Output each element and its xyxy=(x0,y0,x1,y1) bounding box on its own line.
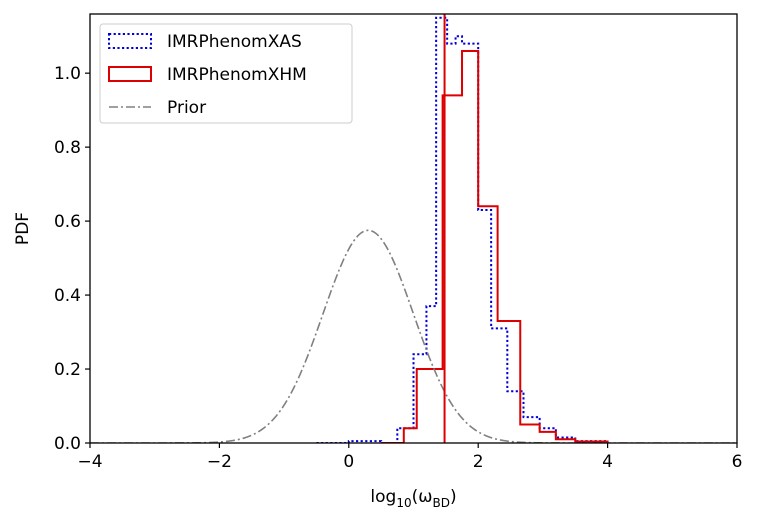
y-axis-label: PDF xyxy=(13,212,33,245)
x-tick-label: 2 xyxy=(473,452,484,472)
y-axis: 0.0 0.2 0.4 0.6 0.8 1.0 xyxy=(54,64,90,454)
y-tick-label: 0.0 xyxy=(54,434,81,454)
x-tick-label: 0 xyxy=(343,452,354,472)
y-tick-label: 0.8 xyxy=(54,138,81,158)
x-tick-label: −4 xyxy=(77,452,102,472)
series-imrphenomxas-line xyxy=(316,16,609,443)
legend-box xyxy=(99,23,353,124)
y-tick-label: 1.0 xyxy=(54,64,81,84)
legend-label: Prior xyxy=(167,98,206,118)
y-tick-label: 0.4 xyxy=(54,286,81,306)
y-tick-label: 0.6 xyxy=(54,212,81,232)
legend-swatch xyxy=(108,66,152,82)
x-tick-label: −2 xyxy=(207,452,232,472)
x-axis-label: log10(ωBD) xyxy=(370,487,456,510)
series-imrphenomxhm-line xyxy=(381,49,609,443)
x-axis: −4 −2 0 2 4 6 xyxy=(77,443,742,472)
x-tick-label: 6 xyxy=(732,452,743,472)
legend-label: IMRPhenomXHM xyxy=(167,65,307,85)
y-tick-label: 0.2 xyxy=(54,360,81,380)
legend-label: IMRPhenomXAS xyxy=(167,32,302,52)
series-prior-line xyxy=(90,229,737,443)
x-tick-label: 4 xyxy=(602,452,613,472)
legend: IMRPhenomXAS IMRPhenomXHM Prior xyxy=(99,23,353,124)
axes-frame xyxy=(89,13,738,444)
